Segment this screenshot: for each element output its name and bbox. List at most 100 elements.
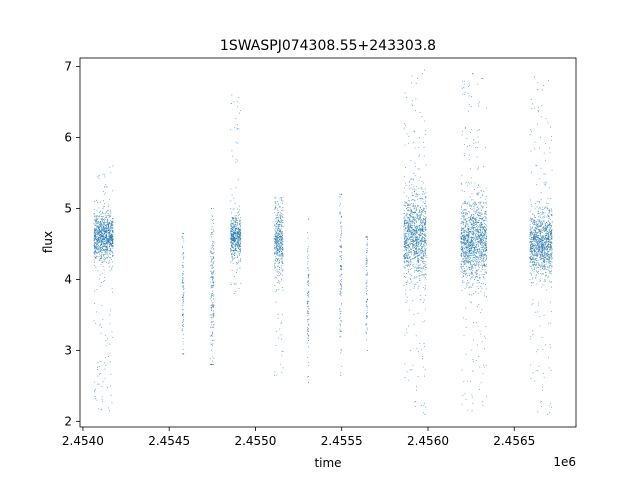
data-point [240,234,242,236]
data-point [468,248,470,249]
data-point [477,221,479,223]
data-point [308,301,310,303]
data-point [282,274,283,276]
data-point [340,311,342,313]
data-point [182,273,184,275]
data-point [340,213,341,215]
data-point [282,197,284,199]
data-point [276,240,278,242]
data-point [307,324,309,326]
data-point [471,272,473,274]
data-point [282,248,284,250]
data-point [474,279,476,280]
data-point [418,234,419,236]
data-point [111,331,113,333]
data-point [406,222,408,223]
data-point [101,233,103,235]
data-point [477,230,479,232]
data-point [308,276,309,278]
data-point [104,277,105,278]
data-point [103,243,105,244]
data-point [101,216,102,217]
data-point [210,317,212,318]
data-point [281,232,283,234]
data-point [486,272,488,274]
data-point [413,244,415,246]
data-point [480,237,482,239]
data-point [472,228,473,229]
data-point [366,310,368,312]
data-point [422,257,423,258]
data-point [103,238,105,240]
data-point [307,334,309,336]
data-point [103,238,105,240]
data-point [99,257,101,259]
data-point [308,318,310,320]
data-point [278,240,280,242]
data-point [407,264,409,265]
data-point [367,238,368,240]
data-point [463,265,464,267]
data-point [424,247,425,249]
data-point [412,244,414,245]
data-point [472,254,473,256]
data-point [406,328,408,330]
data-point [471,209,473,210]
data-point [112,255,114,257]
data-point [235,118,237,119]
data-point [277,228,278,230]
data-point [110,250,112,252]
data-point [277,313,279,315]
data-point [339,212,341,213]
data-point [340,293,342,295]
data-point [106,225,107,227]
data-point [213,229,214,231]
data-point [366,289,368,291]
data-point [97,227,99,229]
data-point [274,267,276,269]
data-point [97,243,99,245]
data-point [413,263,415,265]
data-point [423,69,425,71]
data-point [464,263,465,265]
data-point [182,281,184,283]
data-point [94,261,96,263]
data-point [462,258,464,260]
data-point [415,239,417,241]
data-point [94,229,96,231]
data-point [109,260,110,262]
data-point [479,202,481,203]
data-point [483,232,485,234]
data-point [281,258,282,260]
data-point [110,216,111,217]
data-point [407,238,409,240]
data-point [341,246,342,248]
data-point [234,283,236,285]
data-point [94,220,96,222]
data-point [182,278,184,280]
data-point [408,188,410,190]
data-point [105,229,107,231]
data-point [475,249,477,251]
data-point [417,253,418,255]
data-point [101,228,102,230]
data-point [99,231,101,232]
data-point [466,258,468,260]
data-point [238,214,240,215]
data-point [109,226,111,228]
data-point [422,228,424,230]
data-point [230,242,232,243]
data-point [412,178,414,180]
data-point [234,232,236,233]
data-point [415,236,417,238]
data-point [423,230,424,232]
data-point [464,91,466,93]
data-point [102,228,103,230]
data-point [420,220,422,222]
data-point [467,92,469,94]
data-point [463,242,464,244]
data-point [231,255,233,257]
data-point [421,230,423,232]
data-point [236,244,237,245]
data-point [278,230,280,232]
